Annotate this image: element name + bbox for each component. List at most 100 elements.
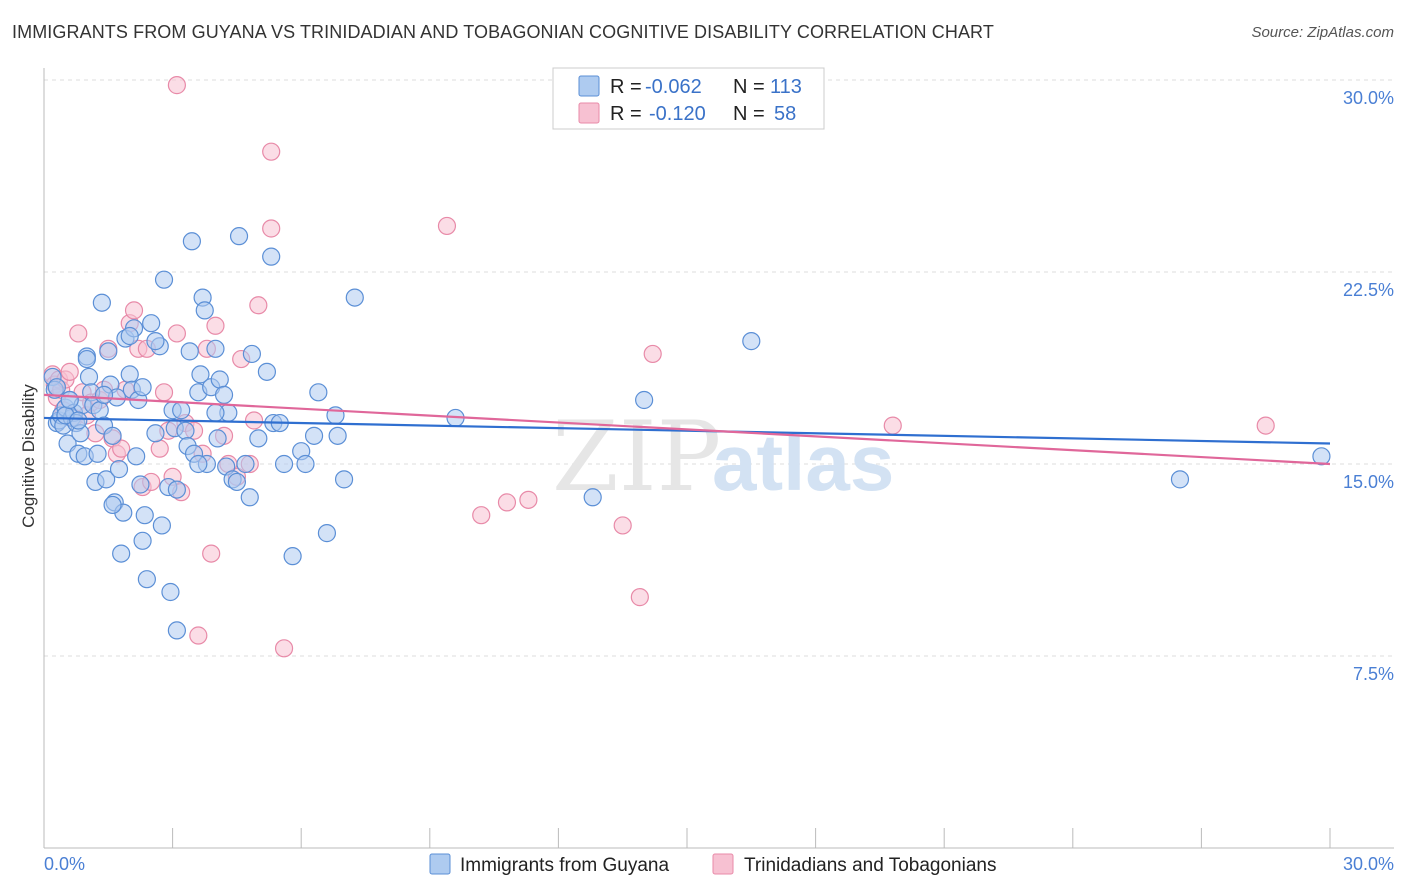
bottom-legend-swatch-trinidadians	[712, 853, 734, 875]
data-point	[167, 324, 186, 343]
data-point	[1256, 416, 1275, 435]
watermark-zip: ZIP	[552, 401, 721, 513]
data-point	[152, 516, 171, 535]
y-tick-label: 7.5%	[1353, 664, 1394, 684]
data-point	[94, 385, 114, 404]
legend-r-value-guyana: -0.062	[645, 76, 702, 98]
data-point	[334, 470, 354, 489]
data-point	[60, 390, 79, 410]
data-point	[630, 588, 649, 607]
data-point	[583, 488, 602, 507]
top-legend: R = -0.062 N = 113 R = -0.120 N = 58	[552, 67, 825, 130]
data-point	[112, 544, 131, 563]
data-point	[167, 621, 186, 640]
data-point	[210, 370, 229, 389]
data-point	[161, 582, 180, 602]
data-point	[296, 454, 315, 474]
data-point	[133, 531, 152, 550]
data-point	[240, 488, 259, 507]
data-point	[77, 349, 96, 369]
data-point	[47, 378, 66, 397]
data-point	[742, 332, 761, 351]
legend-n-label-guyana: N =	[733, 76, 765, 98]
bottom-legend: Immigrants from Guyana Trinidadians and …	[429, 853, 996, 876]
x-ticks	[172, 828, 1331, 848]
data-point	[137, 570, 156, 589]
data-point	[257, 362, 277, 381]
legend-r-label-guyana: R =	[610, 76, 642, 98]
source-label: Source: ZipAtlas.com	[1251, 24, 1394, 41]
gridlines	[44, 79, 1394, 657]
data-point	[150, 439, 169, 458]
data-point	[206, 316, 225, 335]
data-point	[88, 444, 107, 463]
data-point	[154, 383, 174, 402]
trend-line-guyana	[43, 416, 1331, 445]
data-point	[262, 142, 281, 161]
data-point	[167, 480, 186, 499]
data-point	[229, 227, 249, 246]
x-tick-label-min: 0.0%	[44, 854, 85, 874]
data-point	[191, 365, 210, 384]
data-point	[242, 344, 262, 364]
data-point	[135, 506, 154, 525]
data-point	[283, 547, 302, 566]
data-point	[472, 506, 491, 525]
data-point	[214, 385, 234, 404]
x-tick-label-max: 30.0%	[1343, 854, 1394, 874]
series-trinidadians-points	[43, 76, 1275, 658]
data-point	[635, 390, 654, 410]
data-point	[497, 493, 517, 512]
data-point	[146, 332, 165, 351]
data-point	[328, 426, 347, 445]
y-tick-label: 15.0%	[1343, 472, 1394, 492]
data-point	[345, 288, 364, 307]
data-point	[304, 426, 324, 445]
data-point	[227, 472, 246, 492]
data-point	[124, 301, 144, 320]
data-point	[262, 247, 281, 266]
data-point	[189, 626, 208, 645]
data-point	[206, 403, 225, 422]
data-point	[172, 401, 191, 420]
legend-n-label-trinidadians: N =	[733, 103, 765, 125]
data-point	[274, 454, 294, 474]
data-point	[146, 424, 165, 443]
y-tick-labels: 7.5% 15.0% 22.5% 30.0%	[1343, 88, 1394, 684]
data-point	[103, 426, 122, 445]
data-point	[97, 470, 116, 489]
data-point	[317, 524, 337, 543]
data-point	[236, 454, 255, 474]
data-point	[131, 475, 150, 494]
data-point	[613, 516, 632, 535]
y-axis-label: Cognitive Disability	[19, 384, 38, 528]
data-point	[206, 339, 225, 358]
data-point	[92, 293, 111, 312]
data-point	[274, 639, 294, 658]
data-point	[154, 270, 174, 289]
data-point	[1312, 447, 1331, 466]
bottom-legend-label-guyana: Immigrants from Guyana	[460, 855, 669, 876]
data-point	[249, 296, 268, 315]
data-point	[120, 365, 139, 384]
data-point	[309, 383, 328, 402]
y-tick-label: 22.5%	[1343, 280, 1394, 300]
data-point	[208, 429, 227, 448]
watermark: ZIP atlas	[552, 401, 894, 513]
data-point	[90, 401, 109, 420]
chart-title: IMMIGRANTS FROM GUYANA VS TRINIDADIAN AN…	[12, 22, 994, 42]
bottom-legend-label-trinidadians: Trinidadians and Tobagonians	[744, 855, 996, 876]
legend-r-value-trinidadians: -0.120	[649, 103, 706, 125]
bottom-legend-swatch-guyana	[429, 853, 451, 875]
data-point	[112, 439, 131, 458]
data-point	[519, 490, 538, 509]
data-point	[176, 421, 195, 440]
data-point	[262, 219, 281, 238]
data-point	[195, 301, 214, 320]
data-point	[69, 411, 88, 430]
data-point	[69, 324, 88, 343]
data-point	[167, 76, 186, 95]
data-point	[127, 447, 146, 466]
data-point	[60, 362, 79, 381]
